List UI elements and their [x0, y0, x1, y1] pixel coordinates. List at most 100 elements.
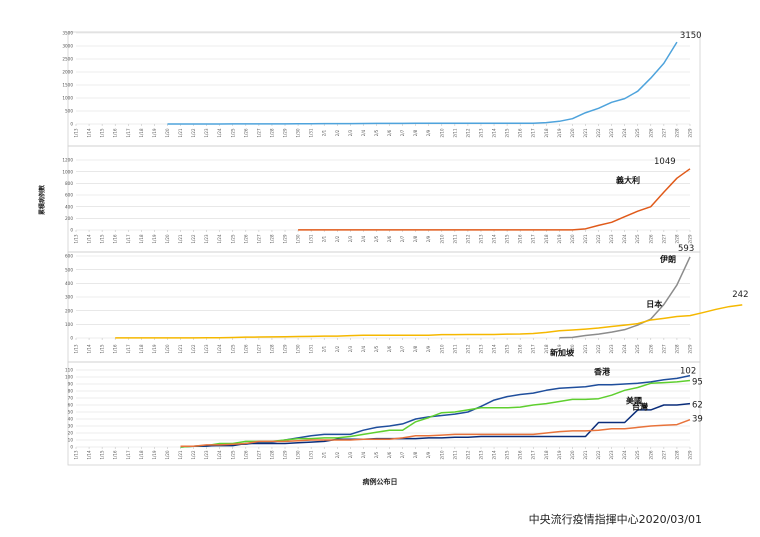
x-axis-title: 病例公布日 — [363, 477, 398, 486]
x-tick-label: 1/17 — [126, 234, 131, 243]
chart-panel-4: 0 10 20 30 40 50 60 70 80 90 100 110 1/13 1/14 1/15 1/1… — [65, 348, 703, 466]
x-tick-label: 1/15 — [100, 234, 105, 243]
x-tick-label: 1/14 — [87, 128, 92, 137]
end-value-label: 62 — [692, 401, 703, 411]
chart-panel-3: 0 100 200 300 400 500 600 1/13 1/14 1/15 1/16 1/17 1… — [65, 244, 748, 363]
x-tick-label: 2/27 — [661, 128, 666, 137]
y-tick-label: 200 — [65, 216, 73, 221]
y-tick-label: 2500 — [62, 57, 73, 62]
series-name-label: 義大利 — [616, 175, 640, 185]
y-tick-label: 500 — [65, 109, 73, 114]
x-tick-label: 2/12 — [465, 234, 470, 243]
x-tick-label: 2/18 — [544, 128, 549, 137]
x-tick-label: 1/20 — [165, 128, 170, 137]
y-tick-label: 1000 — [62, 96, 73, 101]
x-tick-label: 1/20 — [165, 450, 170, 459]
x-tick-label: 1/18 — [139, 344, 144, 353]
x-tick-label: 2/13 — [478, 128, 483, 137]
y-tick-label: 0 — [70, 336, 73, 341]
y-tick-label: 80 — [68, 389, 74, 394]
x-tick-label: 2/23 — [609, 128, 614, 137]
x-tick-label: 1/17 — [126, 128, 131, 137]
y-tick-label: 1500 — [62, 83, 73, 88]
x-tick-label: 2/3 — [348, 345, 353, 352]
x-tick-label: 2/8 — [413, 129, 418, 136]
x-tick-label: 1/23 — [204, 450, 209, 459]
x-tick-label: 1/14 — [87, 344, 92, 353]
x-tick-label: 2/24 — [622, 344, 627, 353]
x-tick-label: 2/22 — [596, 450, 601, 459]
x-tick-label: 2/17 — [531, 450, 536, 459]
end-value-label: 102 — [680, 367, 696, 377]
x-tick-label: 1/24 — [217, 234, 222, 243]
y-tick-label: 600 — [65, 254, 73, 259]
x-tick-label: 2/13 — [478, 234, 483, 243]
x-tick-label: 1/16 — [113, 234, 118, 243]
x-tick-label: 1/16 — [113, 344, 118, 353]
x-tick-label: 2/21 — [583, 344, 588, 353]
x-tick-label: 2/19 — [557, 344, 562, 353]
panel-border — [67, 145, 701, 253]
x-tick-label: 2/11 — [452, 234, 457, 243]
y-tick-label: 0 — [70, 445, 73, 450]
series-line-香港 — [180, 379, 691, 448]
x-tick-label: 1/20 — [165, 234, 170, 243]
x-tick-label: 2/21 — [583, 450, 588, 459]
x-tick-label: 2/3 — [348, 451, 353, 458]
x-tick-label: 2/29 — [688, 234, 693, 243]
x-tick-label: 2/28 — [674, 450, 679, 459]
x-tick-label: 1/30 — [296, 128, 301, 137]
y-tick-label: 600 — [65, 193, 73, 198]
x-tick-label: 2/15 — [505, 128, 510, 137]
x-tick-label: 1/23 — [204, 234, 209, 243]
x-tick-label: 2/17 — [531, 344, 536, 353]
x-tick-label: 2/15 — [505, 234, 510, 243]
x-tick-label: 1/26 — [243, 344, 248, 353]
x-tick-label: 1/18 — [139, 450, 144, 459]
y-tick-label: 60 — [68, 403, 74, 408]
y-tick-label: 400 — [65, 204, 73, 209]
x-tick-label: 2/22 — [596, 344, 601, 353]
y-tick-label: 300 — [65, 295, 73, 300]
x-tick-label: 2/5 — [374, 345, 379, 352]
x-tick-label: 2/19 — [557, 450, 562, 459]
x-tick-label: 2/4 — [361, 451, 366, 458]
x-tick-label: 1/22 — [191, 128, 196, 137]
panel-border — [67, 31, 701, 147]
x-tick-label: 2/23 — [609, 234, 614, 243]
x-tick-label: 2/21 — [583, 234, 588, 243]
x-tick-label: 2/24 — [622, 128, 627, 137]
end-value-label: 3150 — [680, 31, 702, 41]
x-tick-label: 1/28 — [269, 128, 274, 137]
x-tick-label: 1/17 — [126, 450, 131, 459]
x-tick-label: 1/26 — [243, 450, 248, 459]
x-tick-label: 1/19 — [152, 128, 157, 137]
x-tick-label: 1/29 — [283, 450, 288, 459]
x-tick-label: 1/13 — [74, 234, 79, 243]
series-line-韓國 — [167, 41, 678, 125]
x-tick-label: 2/27 — [661, 344, 666, 353]
x-tick-label: 1/23 — [204, 344, 209, 353]
x-tick-label: 1/13 — [74, 128, 79, 137]
x-tick-label: 2/29 — [688, 344, 693, 353]
chart-panel-1: 0 500 1000 1500 2000 2500 3000 3500 1/13 1/14 1/15… — [62, 31, 702, 147]
x-tick-label: 2/11 — [452, 344, 457, 353]
x-tick-label: 1/21 — [178, 344, 183, 353]
x-tick-label: 1/25 — [230, 234, 235, 243]
x-tick-label: 2/14 — [492, 234, 497, 243]
y-tick-label: 50 — [68, 410, 74, 415]
x-tick-label: 2/19 — [557, 128, 562, 137]
x-tick-label: 1/31 — [309, 450, 314, 459]
series-line-台灣 — [180, 418, 691, 448]
x-tick-label: 1/16 — [113, 450, 118, 459]
series-name-label: 日本 — [646, 299, 662, 309]
x-tick-label: 1/21 — [178, 128, 183, 137]
end-value-label: 95 — [692, 378, 703, 388]
y-tick-label: 200 — [65, 308, 73, 313]
x-tick-label: 2/12 — [465, 344, 470, 353]
x-tick-label: 2/18 — [544, 344, 549, 353]
y-axis-title: 累積病例數 — [38, 185, 46, 215]
x-tick-label: 2/4 — [361, 235, 366, 242]
x-tick-label: 2/1 — [322, 345, 327, 352]
